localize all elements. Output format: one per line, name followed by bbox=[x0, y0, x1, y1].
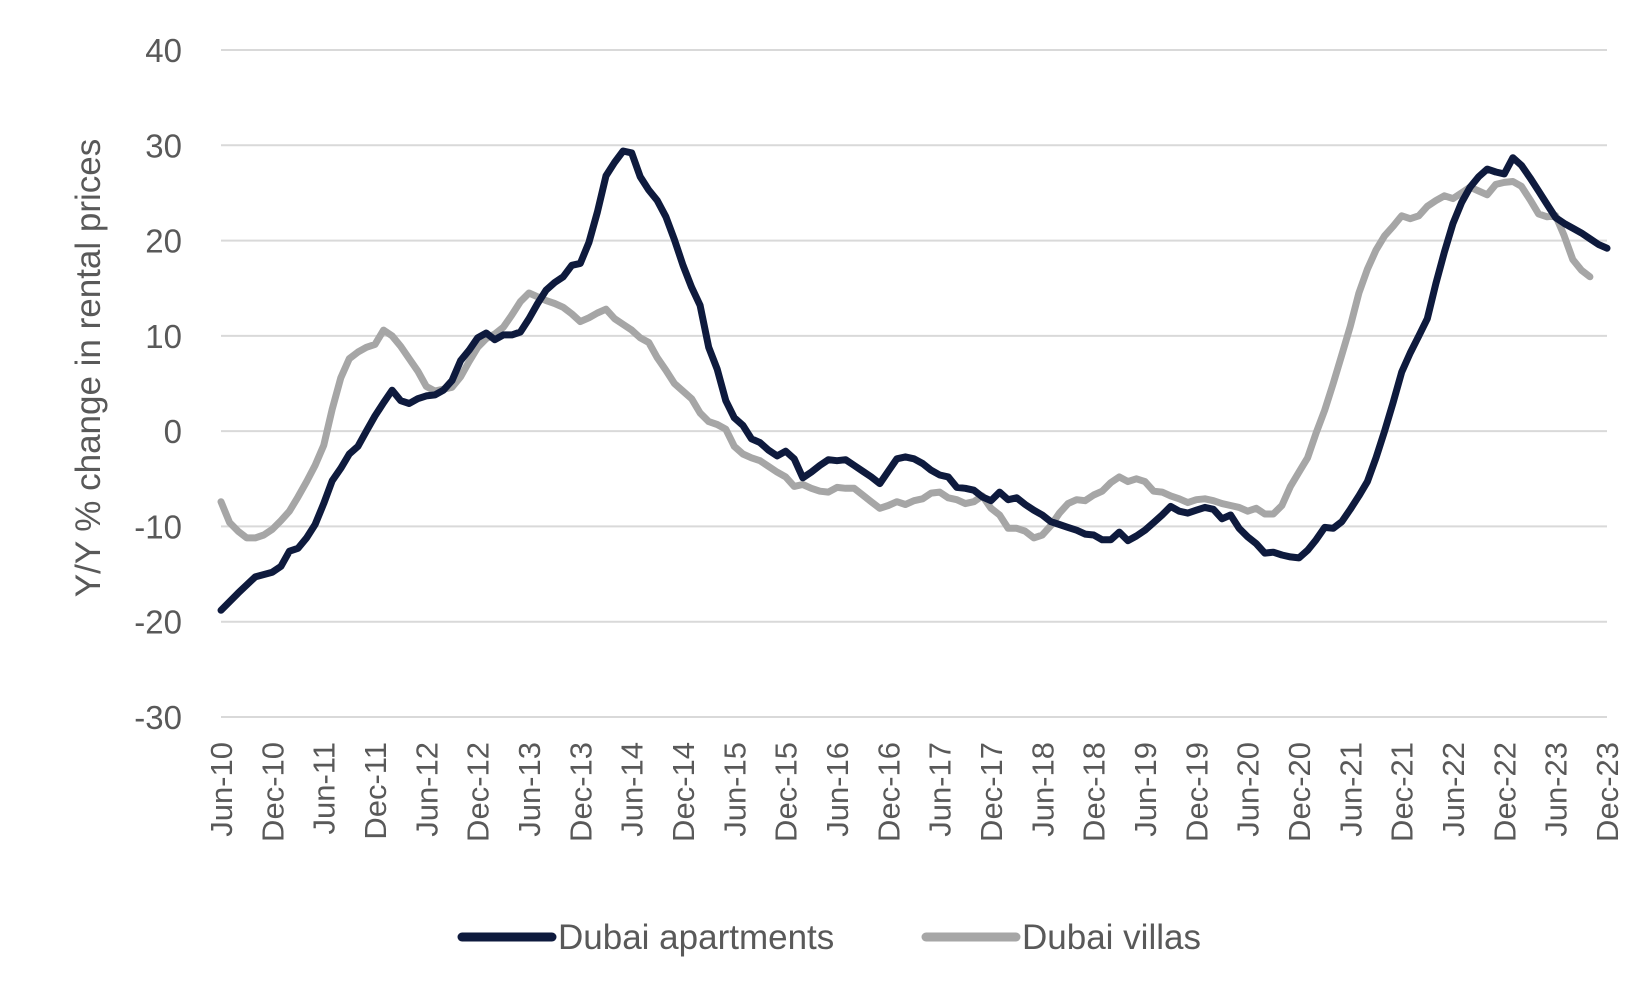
x-tick-label: Dec-16 bbox=[871, 742, 906, 842]
y-axis-title: Y/Y % change in rental prices bbox=[69, 139, 108, 598]
y-tick-label: 10 bbox=[145, 318, 182, 355]
x-tick-label: Dec-20 bbox=[1282, 742, 1317, 842]
x-tick-label: Dec-19 bbox=[1179, 742, 1214, 842]
legend-label-apartments: Dubai apartments bbox=[558, 918, 834, 957]
y-tick-label: 40 bbox=[145, 32, 182, 69]
y-axis-ticks: 40 30 20 10 0 -10 -20 -30 bbox=[134, 32, 182, 736]
legend-label-villas: Dubai villas bbox=[1022, 918, 1201, 957]
x-tick-label: Dec-23 bbox=[1590, 742, 1625, 842]
gridlines bbox=[221, 49, 1607, 718]
x-tick-label: Jun-20 bbox=[1231, 742, 1266, 837]
legend: Dubai apartments Dubai villas bbox=[457, 918, 1201, 957]
x-tick-label: Dec-11 bbox=[358, 742, 393, 840]
series-lines bbox=[217, 147, 1611, 614]
x-axis-ticks: Jun-10 Dec-10 Jun-11 Dec-11 Jun-12 Dec-12 Jun-… bbox=[204, 742, 1625, 842]
x-tick-label: Dec-17 bbox=[974, 742, 1009, 842]
x-tick-label: Jun-10 bbox=[204, 742, 239, 837]
x-tick-label: Jun-14 bbox=[615, 742, 650, 837]
x-tick-label: Dec-10 bbox=[255, 742, 290, 842]
x-tick-label: Jun-13 bbox=[512, 742, 547, 837]
y-tick-label: 20 bbox=[145, 223, 182, 260]
x-tick-label: Dec-21 bbox=[1385, 742, 1420, 842]
x-tick-label: Jun-22 bbox=[1436, 742, 1471, 837]
y-tick-label: -10 bbox=[134, 508, 182, 545]
x-tick-label: Jun-23 bbox=[1539, 742, 1574, 837]
x-tick-label: Jun-11 bbox=[307, 742, 342, 835]
series-line-dubai-villas bbox=[217, 178, 1594, 542]
x-tick-label: Jun-15 bbox=[717, 742, 752, 837]
y-tick-label: 0 bbox=[164, 413, 182, 450]
x-tick-label: Dec-14 bbox=[666, 742, 701, 842]
x-tick-label: Dec-15 bbox=[769, 742, 804, 842]
x-tick-label: Jun-17 bbox=[923, 742, 958, 837]
x-tick-label: Jun-21 bbox=[1333, 742, 1368, 837]
x-tick-label: Jun-19 bbox=[1128, 742, 1163, 837]
x-tick-label: Dec-18 bbox=[1077, 742, 1112, 842]
x-tick-label: Jun-18 bbox=[1025, 742, 1060, 837]
y-tick-label: -20 bbox=[134, 604, 182, 641]
x-tick-label: Dec-13 bbox=[563, 742, 598, 842]
x-tick-label: Dec-22 bbox=[1487, 742, 1522, 842]
x-tick-label: Jun-16 bbox=[820, 742, 855, 837]
y-tick-label: 30 bbox=[145, 127, 182, 164]
x-tick-label: Dec-12 bbox=[461, 742, 496, 842]
y-tick-label: -30 bbox=[134, 699, 182, 736]
x-tick-label: Jun-12 bbox=[409, 742, 444, 837]
series-line-dubai-apartments bbox=[217, 147, 1611, 614]
